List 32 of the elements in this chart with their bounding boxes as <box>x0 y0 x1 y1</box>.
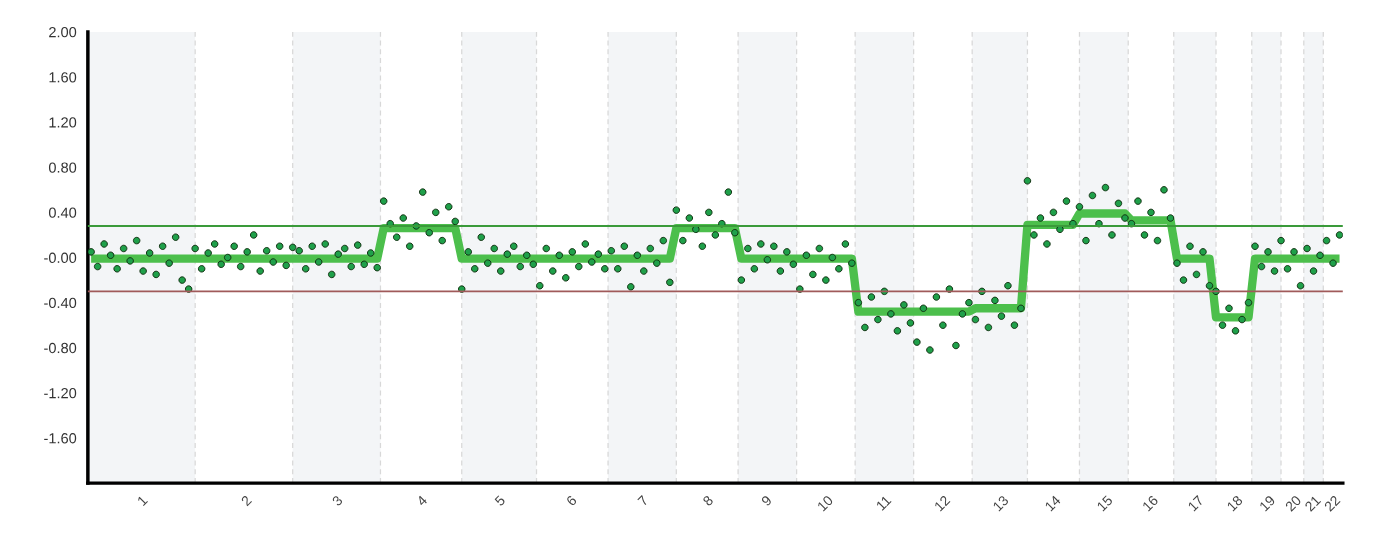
x-tick-label: 1 <box>136 495 148 507</box>
x-tick-label: 7 <box>637 495 649 507</box>
x-tick-label: 21 <box>1304 494 1322 512</box>
x-tick-label: 15 <box>1096 495 1114 512</box>
x-tick-label: 10 <box>816 494 834 512</box>
x-tick-label: 4 <box>416 494 428 507</box>
x-tick-label: 12 <box>933 494 951 512</box>
x-tick-label: 18 <box>1226 494 1244 512</box>
y-tick-label: 2.00 <box>49 27 77 38</box>
y-tick-label: -1.20 <box>44 387 77 399</box>
y-tick-label: -0.80 <box>44 342 77 354</box>
x-tick-label: 8 <box>702 494 714 507</box>
x-tick-label: 9 <box>760 494 773 507</box>
x-tick-label: 13 <box>992 494 1010 512</box>
x-tick-label: 16 <box>1141 494 1159 512</box>
y-tick-label: 1.20 <box>49 117 77 128</box>
y-tick-label: -1.60 <box>44 433 77 444</box>
x-tick-label: 22 <box>1323 494 1341 512</box>
x-tick-label: 6 <box>565 494 578 507</box>
x-tick-label: 3 <box>331 494 344 507</box>
x-tick-label: 14 <box>1044 494 1062 512</box>
y-tick-label: -0.40 <box>44 297 77 309</box>
y-tick-label: 0.40 <box>48 207 77 218</box>
y-tick-label: 1.60 <box>49 72 77 83</box>
y-tick-label: 0.80 <box>48 162 77 173</box>
x-tick-label: 19 <box>1258 494 1276 512</box>
x-tick-label: 17 <box>1187 495 1204 512</box>
x-tick-label: 20 <box>1284 494 1302 512</box>
x-tick-label: 11 <box>875 495 892 511</box>
y-tick-label: -0.00 <box>44 252 77 263</box>
x-tick-label: 2 <box>240 494 252 507</box>
x-tick-label: 5 <box>494 495 506 507</box>
